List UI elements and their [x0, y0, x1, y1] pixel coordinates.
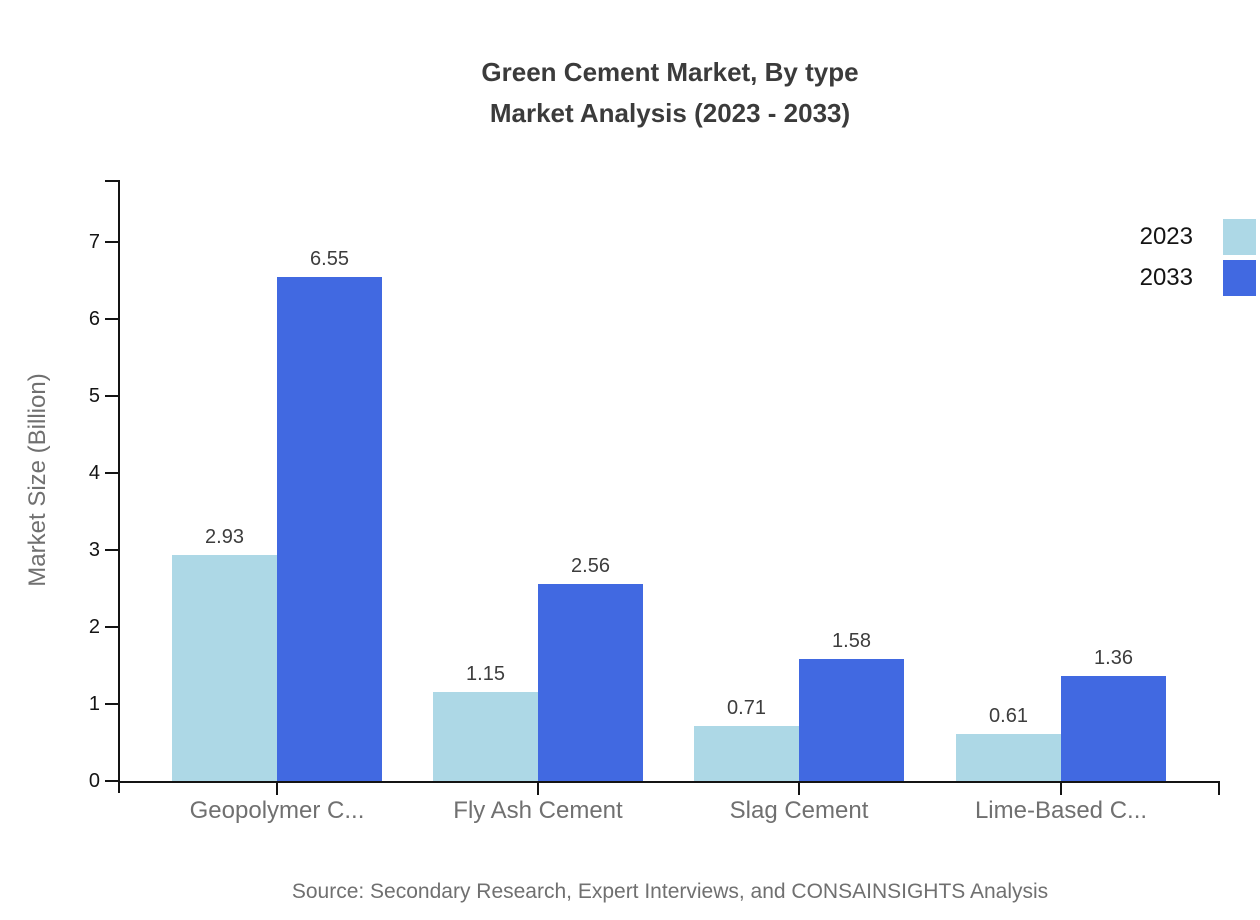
bar-value-label: 1.15: [466, 663, 505, 685]
x-axis-line: [118, 781, 1220, 783]
y-tick: [105, 703, 118, 705]
legend-swatch-2023: [1223, 219, 1256, 255]
y-tick-label: 3: [88, 539, 100, 561]
bar-value-label: 1.36: [1094, 647, 1133, 669]
y-axis-top-cap: [105, 180, 118, 182]
bar-2023-1: [433, 692, 538, 781]
y-tick-label: 7: [88, 231, 100, 253]
bar-value-label: 6.55: [310, 248, 349, 270]
chart-title-line2: Market Analysis (2023 - 2033): [489, 98, 851, 128]
x-tick: [1060, 783, 1062, 795]
x-tick: [798, 783, 800, 795]
y-tick: [105, 318, 118, 320]
legend-item-2033: 2033: [1140, 260, 1256, 296]
y-tick-label: 0: [88, 770, 100, 792]
bar-value-label: 2.56: [571, 555, 610, 577]
y-tick-label: 4: [88, 462, 100, 484]
y-tick: [105, 472, 118, 474]
x-category-label: Slag Cement: [729, 797, 869, 824]
bar-2023-3: [956, 734, 1061, 781]
x-category-label: Fly Ash Cement: [453, 797, 623, 824]
legend-label: 2023: [1139, 223, 1193, 250]
bar-2023-2: [694, 726, 799, 781]
y-tick: [105, 626, 118, 628]
legend-label: 2033: [1139, 264, 1193, 291]
y-tick-label: 2: [88, 616, 100, 638]
legend: 2023 2033: [1140, 219, 1256, 296]
bar-2023-0: [172, 555, 277, 781]
y-tick: [105, 395, 118, 397]
x-tick: [537, 783, 539, 795]
bar-2033-1: [538, 584, 643, 781]
x-category-label: Lime-Based C...: [974, 797, 1148, 824]
x-category-label: Geopolymer C...: [189, 797, 365, 824]
y-tick-label: 6: [88, 308, 100, 330]
bar-value-label: 2.93: [205, 526, 244, 548]
y-tick: [105, 549, 118, 551]
bar-value-label: 1.58: [832, 630, 871, 652]
y-tick: [105, 241, 118, 243]
bar-2033-3: [1061, 676, 1166, 781]
y-tick-label: 5: [88, 385, 100, 407]
source-note: Source: Secondary Research, Expert Inter…: [291, 880, 1049, 903]
legend-swatch-2033: [1223, 260, 1256, 296]
y-tick: [105, 780, 118, 782]
bar-value-label: 0.61: [989, 705, 1028, 727]
chart-title-line1: Green Cement Market, By type: [481, 57, 859, 87]
chart-title: Green Cement Market, By type Market Anal…: [120, 52, 1220, 134]
plot-area: 0 1 2 3 4 5 6 7 2.93 6.55 Geopolymer C... 1.15 2.56 F…: [89, 180, 1220, 824]
bar-2033-0: [277, 277, 382, 781]
x-axis-end-tick: [1218, 783, 1220, 795]
y-axis-title: Market Size (Billion): [24, 373, 51, 587]
y-tick-label: 1: [88, 693, 100, 715]
bar-value-label: 0.71: [727, 697, 766, 719]
bar-2033-2: [799, 659, 904, 781]
legend-item-2023: 2023: [1140, 219, 1256, 255]
y-axis-line: [118, 180, 120, 793]
x-tick: [276, 783, 278, 795]
